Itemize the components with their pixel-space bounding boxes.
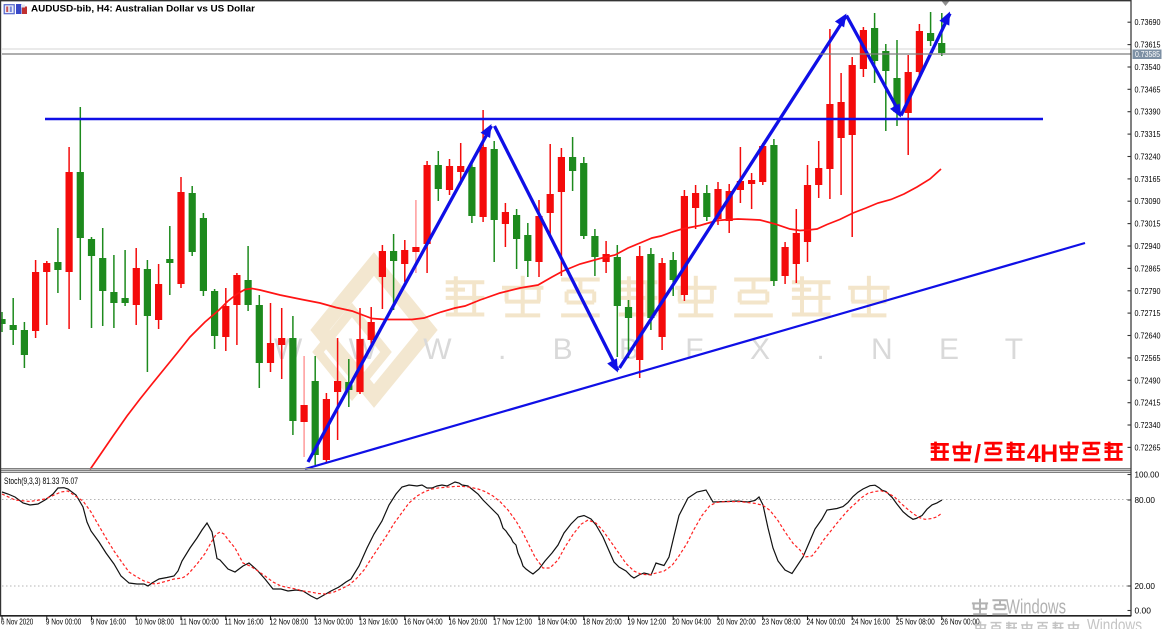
svg-text:6 Nov 2020: 6 Nov 2020 <box>1 618 34 627</box>
svg-text:17 Nov 12:00: 17 Nov 12:00 <box>493 618 532 627</box>
svg-text:26 Nov 00:00: 26 Nov 00:00 <box>941 618 980 627</box>
svg-text:11 Nov 16:00: 11 Nov 16:00 <box>225 618 264 627</box>
svg-text:W W W . B B F X . N E T: W W W . B B F X . N E T <box>274 333 1042 366</box>
svg-text:12 Nov 08:00: 12 Nov 08:00 <box>270 618 309 627</box>
svg-text:0.73540: 0.73540 <box>1135 62 1161 72</box>
svg-text:20 Nov 04:00: 20 Nov 04:00 <box>672 618 711 627</box>
svg-text:0.72490: 0.72490 <box>1135 375 1161 385</box>
svg-text:H: H <box>1040 440 1058 468</box>
svg-text:9 Nov 16:00: 9 Nov 16:00 <box>91 618 127 627</box>
svg-text:0.72415: 0.72415 <box>1135 398 1161 408</box>
svg-text:13 Nov 16:00: 13 Nov 16:00 <box>359 618 398 627</box>
svg-text:18 Nov 04:00: 18 Nov 04:00 <box>538 618 577 627</box>
svg-text:Windows: Windows <box>1087 616 1142 629</box>
svg-text:10 Nov 08:00: 10 Nov 08:00 <box>135 618 174 627</box>
svg-text:23 Nov 08:00: 23 Nov 08:00 <box>762 618 801 627</box>
svg-text:11 Nov 00:00: 11 Nov 00:00 <box>180 618 219 627</box>
svg-text:100.00: 100.00 <box>1135 470 1160 480</box>
svg-text:13 Nov 00:00: 13 Nov 00:00 <box>314 618 353 627</box>
svg-text:80.00: 80.00 <box>1135 495 1156 505</box>
svg-text:20.00: 20.00 <box>1135 581 1156 591</box>
svg-text:0.00: 0.00 <box>1135 606 1152 616</box>
svg-text:0.73315: 0.73315 <box>1135 129 1161 139</box>
svg-text:0.72565: 0.72565 <box>1135 353 1161 363</box>
svg-text:24 Nov 00:00: 24 Nov 00:00 <box>807 618 846 627</box>
svg-text:0.72340: 0.72340 <box>1135 420 1161 430</box>
svg-text:4: 4 <box>1027 440 1041 468</box>
svg-text:0.73585: 0.73585 <box>1135 49 1160 59</box>
svg-text:0.73015: 0.73015 <box>1135 219 1161 229</box>
svg-text:0.73390: 0.73390 <box>1135 107 1161 117</box>
svg-text:0.73615: 0.73615 <box>1135 40 1161 50</box>
svg-text:0.73240: 0.73240 <box>1135 152 1161 162</box>
svg-text:0.73690: 0.73690 <box>1135 17 1161 27</box>
svg-text:9 Nov 00:00: 9 Nov 00:00 <box>46 618 82 627</box>
svg-text:16 Nov 20:00: 16 Nov 20:00 <box>449 618 488 627</box>
svg-text:0.72715: 0.72715 <box>1135 308 1161 318</box>
svg-text:20 Nov 20:00: 20 Nov 20:00 <box>717 618 756 627</box>
svg-text:18 Nov 20:00: 18 Nov 20:00 <box>583 618 622 627</box>
svg-text:0.73165: 0.73165 <box>1135 174 1161 184</box>
svg-text:0.72265: 0.72265 <box>1135 442 1161 452</box>
svg-text:25 Nov 08:00: 25 Nov 08:00 <box>896 618 935 627</box>
svg-text:19 Nov 12:00: 19 Nov 12:00 <box>628 618 667 627</box>
svg-text:Windows: Windows <box>1006 597 1066 619</box>
svg-text:0.73090: 0.73090 <box>1135 196 1161 206</box>
svg-text:0.73465: 0.73465 <box>1135 84 1161 94</box>
svg-text:Stoch(9,3,3) 81.33 76.07: Stoch(9,3,3) 81.33 76.07 <box>4 476 78 486</box>
svg-text:0.72790: 0.72790 <box>1135 286 1161 296</box>
svg-text:0.72865: 0.72865 <box>1135 263 1161 273</box>
svg-text:AUDUSD-bib, H4: Australian Do: AUDUSD-bib, H4: Australian Dollar vs US … <box>31 3 255 13</box>
svg-text:0.72940: 0.72940 <box>1135 241 1161 251</box>
svg-text:24 Nov 16:00: 24 Nov 16:00 <box>851 618 890 627</box>
svg-text:16 Nov 04:00: 16 Nov 04:00 <box>404 618 443 627</box>
svg-text:/: / <box>974 440 981 468</box>
svg-text:0.72640: 0.72640 <box>1135 331 1161 341</box>
